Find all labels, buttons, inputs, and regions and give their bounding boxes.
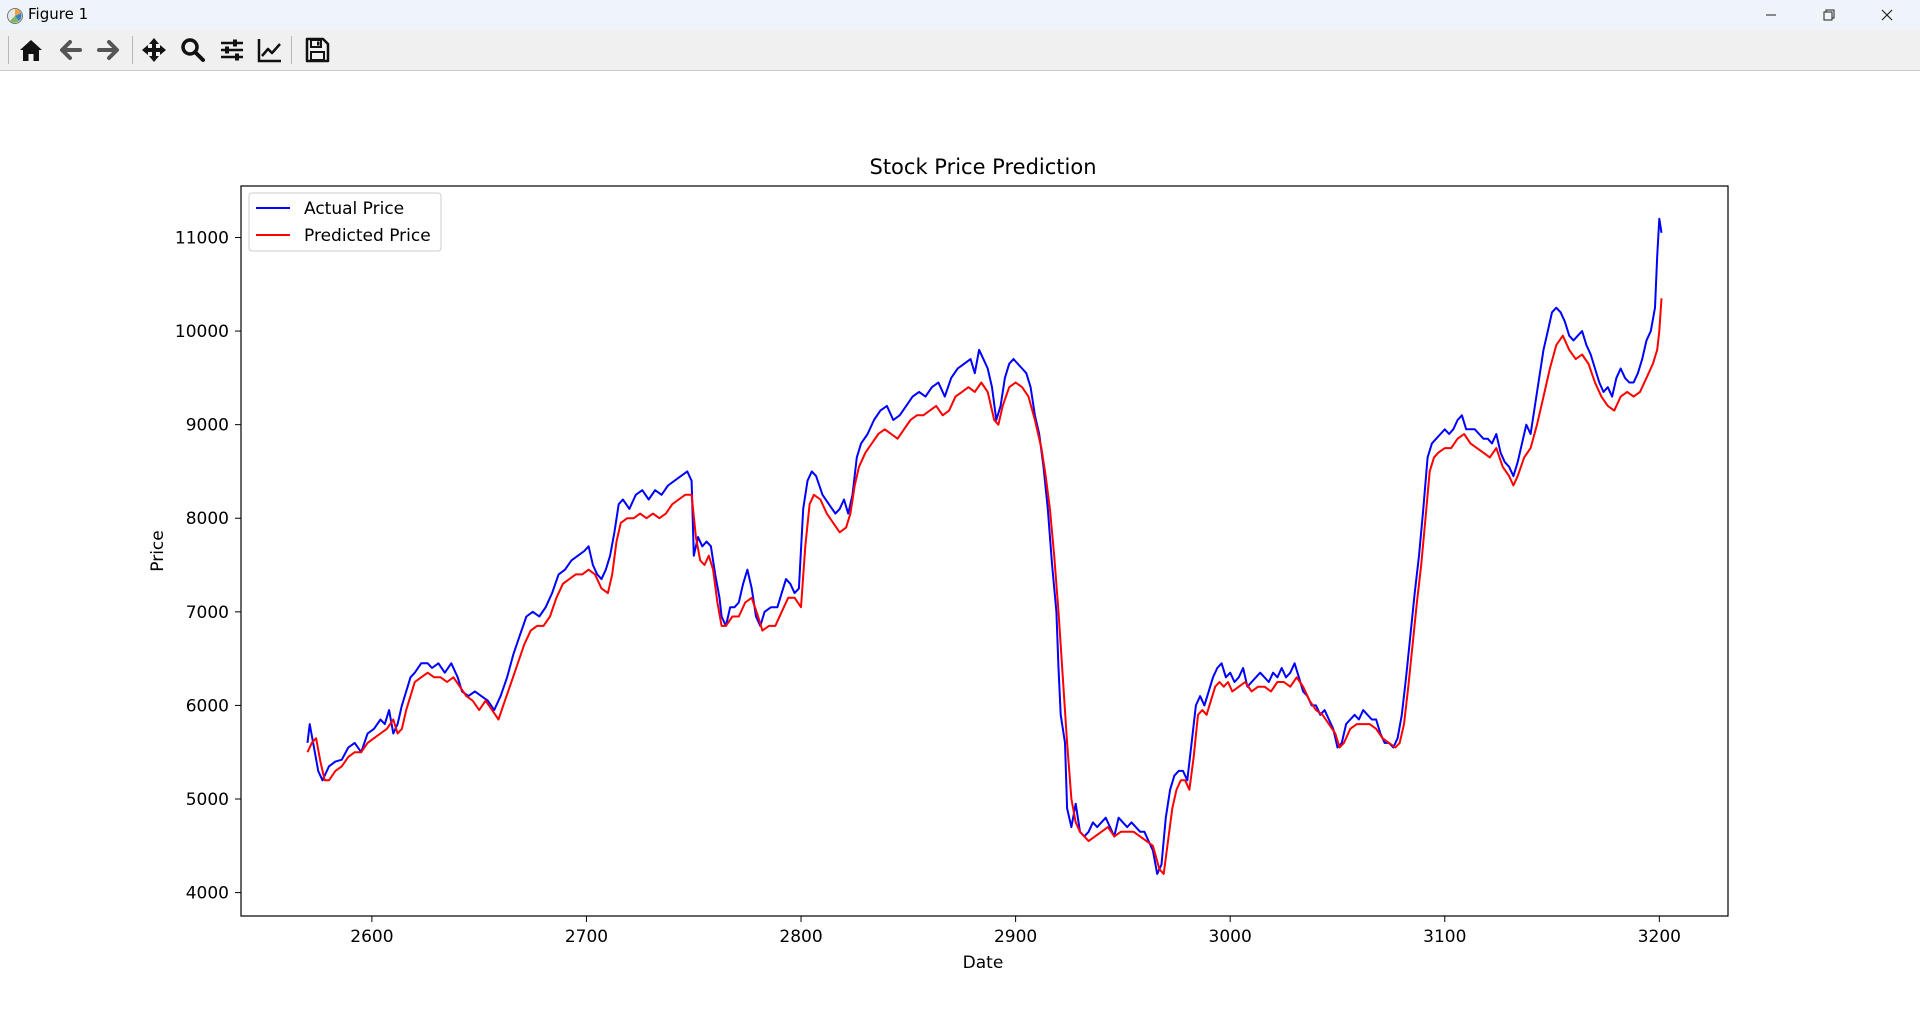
- chart-title: Stock Price Prediction: [869, 155, 1096, 179]
- edit-axis-button[interactable]: [253, 34, 287, 66]
- forward-arrow-icon: [97, 40, 119, 60]
- restore-button[interactable]: [1800, 0, 1858, 30]
- x-tick-label: 3200: [1638, 927, 1681, 947]
- pan-button[interactable]: [137, 34, 171, 66]
- restore-icon: [1823, 9, 1835, 21]
- y-tick-label: 8000: [186, 509, 229, 529]
- axis-ticks: 2600 2700 2800 2900 3000 3100 3200 4000 5000 6000…: [175, 228, 1681, 947]
- navigation-toolbar: [0, 30, 1920, 71]
- close-icon: [1881, 9, 1893, 21]
- x-tick-label: 2800: [779, 927, 822, 947]
- configure-subplots-icon: [221, 39, 243, 61]
- toolbar-separator: [132, 36, 133, 64]
- legend-label-predicted: Predicted Price: [304, 226, 431, 246]
- toolbar-separator: [8, 36, 9, 64]
- toolbar-separator: [291, 36, 292, 64]
- forward-button[interactable]: [92, 34, 126, 66]
- close-button[interactable]: [1858, 0, 1916, 30]
- minimize-button[interactable]: [1742, 0, 1800, 30]
- x-tick-label: 2700: [565, 927, 608, 947]
- x-tick-label: 2900: [994, 927, 1037, 947]
- home-button[interactable]: [14, 34, 48, 66]
- save-floppy-icon: [305, 37, 330, 63]
- y-tick-label: 7000: [186, 603, 229, 623]
- plot-area-frame: [240, 185, 1729, 917]
- zoom-button[interactable]: [176, 34, 210, 66]
- edit-axis-icon: [257, 39, 281, 63]
- y-tick-label: 5000: [186, 790, 229, 810]
- x-tick-label: 2600: [350, 927, 393, 947]
- window-title: Figure 1: [28, 5, 89, 23]
- legend-label-actual: Actual Price: [304, 199, 404, 219]
- chart-svg: Stock Price Prediction 2600 2700 2800 2900 3…: [148, 155, 1729, 973]
- actual-price-line: [306, 217, 1663, 875]
- y-axis-label: Price: [148, 530, 168, 571]
- series-lines: [306, 217, 1663, 875]
- minimize-icon: [1766, 14, 1776, 16]
- pan-move-icon: [142, 38, 166, 62]
- y-tick-label: 10000: [175, 322, 229, 342]
- configure-subplots-button[interactable]: [215, 34, 249, 66]
- x-axis-label: Date: [963, 953, 1004, 973]
- back-button[interactable]: [53, 34, 87, 66]
- legend: Actual Price Predicted Price: [248, 192, 442, 252]
- save-button[interactable]: [300, 34, 334, 66]
- x-tick-label: 3000: [1209, 927, 1252, 947]
- y-tick-label: 6000: [186, 696, 229, 716]
- y-tick-label: 11000: [175, 228, 229, 248]
- y-tick-label: 4000: [186, 884, 229, 904]
- window-titlebar: Figure 1: [0, 0, 1920, 30]
- back-arrow-icon: [60, 40, 82, 60]
- zoom-magnifier-icon: [181, 38, 205, 62]
- x-tick-label: 3100: [1423, 927, 1466, 947]
- legend-box: [248, 192, 442, 252]
- home-icon: [20, 40, 42, 61]
- figure-canvas[interactable]: Stock Price Prediction 2600 2700 2800 2900 3…: [0, 71, 1920, 1014]
- y-tick-label: 9000: [186, 416, 229, 436]
- matplotlib-logo-icon: [7, 8, 23, 24]
- predicted-price-line: [306, 298, 1663, 875]
